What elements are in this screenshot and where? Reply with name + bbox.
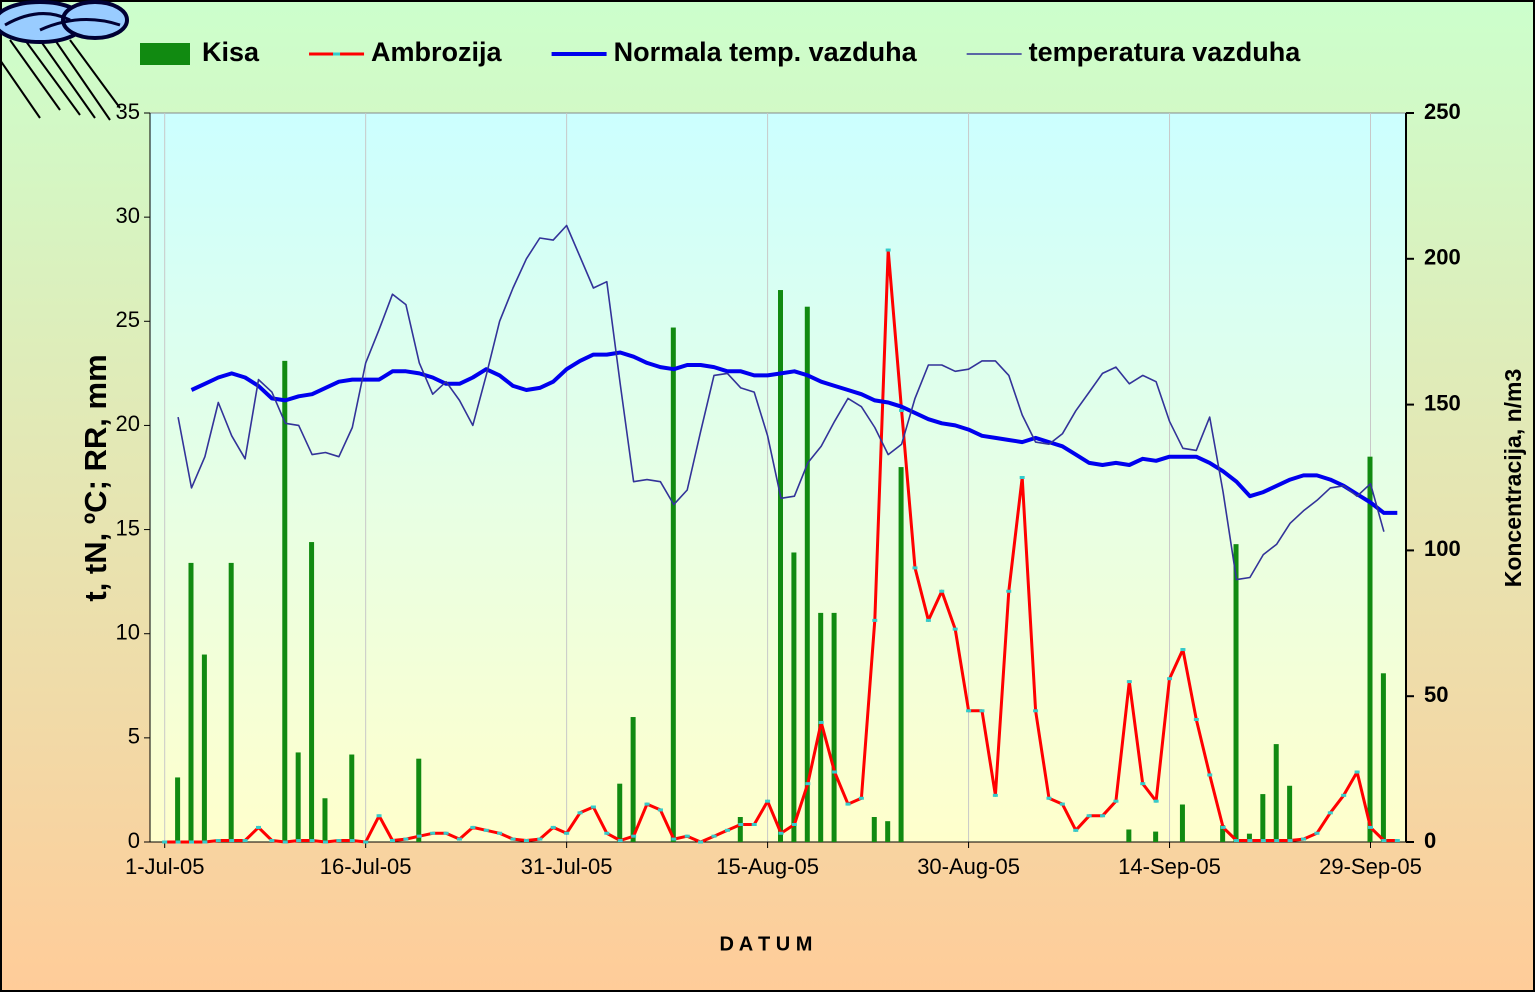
rain-bar <box>1287 786 1292 842</box>
rain-bar <box>1368 457 1373 842</box>
x-tick-label: 16-Jul-05 <box>320 854 412 879</box>
legend-label: Ambrozija <box>371 37 503 67</box>
rain-bar <box>309 542 314 842</box>
rain-bar <box>1381 673 1386 842</box>
y-tick-label: 15 <box>116 515 140 540</box>
rain-bar <box>791 552 796 842</box>
rain-bar <box>188 563 193 842</box>
rain-bar <box>1153 832 1158 842</box>
y-tick-label: 30 <box>116 203 140 228</box>
rain-bar <box>416 759 421 842</box>
legend-symbol <box>140 43 190 65</box>
y2-tick-label: 200 <box>1424 245 1461 270</box>
rain-bar <box>1274 744 1279 842</box>
y-tick-label: 20 <box>116 411 140 436</box>
x-tick-label: 1-Jul-05 <box>125 854 204 879</box>
y2-tick-label: 0 <box>1424 828 1436 853</box>
rain-bar <box>349 755 354 842</box>
y-axis-title: t, tN, ºC; RR, mm <box>78 354 113 601</box>
y2-tick-label: 100 <box>1424 536 1461 561</box>
rain-bar <box>631 717 636 842</box>
rain-bar <box>872 817 877 842</box>
legend-label: temperatura vazduha <box>1029 37 1302 67</box>
legend-label: Kisa <box>202 37 260 67</box>
rain-bar <box>282 361 287 842</box>
rain-bar <box>229 563 234 842</box>
y-tick-label: 25 <box>116 307 140 332</box>
rain-bar <box>617 784 622 842</box>
x-tick-label: 14-Sep-05 <box>1118 854 1221 879</box>
x-tick-label: 29-Sep-05 <box>1319 854 1422 879</box>
y-tick-label: 0 <box>128 828 140 853</box>
y2-tick-label: 250 <box>1424 99 1461 124</box>
y-tick-label: 10 <box>116 620 140 645</box>
rain-bar <box>202 655 207 842</box>
y-tick-label: 35 <box>116 99 140 124</box>
y2-axis-title: Koncentracija, n/m3 <box>1500 369 1526 588</box>
rain-bar <box>296 752 301 842</box>
rain-bar <box>899 467 904 842</box>
rain-bar <box>738 817 743 842</box>
legend-label: Normala temp. vazduha <box>614 37 918 67</box>
y-tick-label: 5 <box>128 724 140 749</box>
rain-bar <box>1126 830 1131 842</box>
x-tick-label: 31-Jul-05 <box>521 854 613 879</box>
x-tick-label: 30-Aug-05 <box>917 854 1020 879</box>
y2-tick-label: 150 <box>1424 390 1461 415</box>
x-axis-title: D A T U M <box>720 933 813 955</box>
y2-tick-label: 50 <box>1424 682 1448 707</box>
rain-bar <box>175 777 180 842</box>
rain-bar <box>322 798 327 842</box>
rain-bar <box>1234 544 1239 842</box>
rain-bar <box>1180 805 1185 842</box>
chart: D A T U M t, tN, ºC; RR, mm Koncentracij… <box>0 0 1535 992</box>
rain-bar <box>671 328 676 842</box>
rain-bar <box>805 307 810 842</box>
rain-bar <box>832 613 837 842</box>
rain-bar <box>885 821 890 842</box>
rain-bar <box>1260 794 1265 842</box>
x-tick-label: 15-Aug-05 <box>716 854 819 879</box>
